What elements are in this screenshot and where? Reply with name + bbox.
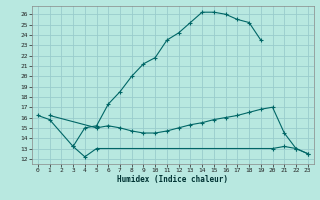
X-axis label: Humidex (Indice chaleur): Humidex (Indice chaleur) <box>117 175 228 184</box>
